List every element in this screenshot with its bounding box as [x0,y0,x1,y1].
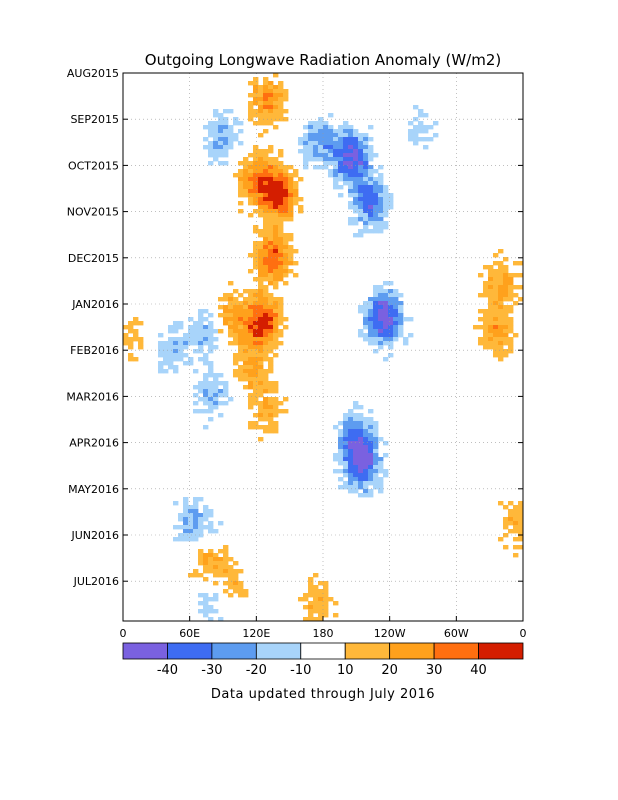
y-tick-label: MAY2016 [68,483,119,496]
footer-note: Data updated through July 2016 [211,687,435,702]
y-tick-label: JAN2016 [71,298,119,311]
heatmap-field [123,73,523,621]
colorbar-swatch [122,642,168,660]
colorbar-swatch [255,642,302,660]
colorbar-swatch [389,642,435,660]
y-tick-label: APR2016 [69,437,119,450]
y-tick-label: AUG2015 [67,67,119,80]
y-tick-label: MAR2016 [66,390,119,403]
y-tick-label: FEB2016 [70,344,119,357]
chart-title: Outgoing Longwave Radiation Anomaly (W/m… [145,51,501,69]
colorbar-label: 10 [337,663,354,678]
y-tick-label: OCT2015 [68,159,119,172]
y-tick-label: NOV2015 [67,206,119,219]
x-tick-label: 120W [374,627,406,640]
colorbar-label: -30 [201,663,222,678]
x-tick-label: 180 [313,627,334,640]
colorbar-label: 30 [426,663,443,678]
y-tick-label: SEP2015 [70,113,119,126]
y-tick-label: JUN2016 [70,529,119,542]
colorbar-label: -40 [157,663,178,678]
colorbar-label: -20 [246,663,267,678]
colorbar-label: -10 [290,663,311,678]
colorbar-label: 20 [381,663,398,678]
colorbar-swatch [167,642,213,660]
x-tick-label: 60E [179,627,200,640]
colorbar-swatch [344,642,391,660]
grid-lines [123,73,523,621]
x-axis: 0 60E 120E 180 120W 60W 0 [120,616,527,640]
x-tick-label: 60W [444,627,469,640]
y-tick-label: DEC2015 [68,252,119,265]
x-tick-label: 0 [520,627,527,640]
colorbar-labels: -40 -30 -20 -10 10 20 30 40 [157,663,487,678]
colorbar-swatch [478,642,524,660]
y-tick-label: JUL2016 [73,575,119,588]
colorbar-swatch [300,642,346,660]
colorbar-swatch [433,642,479,660]
y-axis: AUG2015 SEP2015 OCT2015 NOV2015 DEC2015 JAN20… [66,67,523,588]
colorbar-swatch [211,642,257,660]
colorbar-label: 40 [470,663,487,678]
colorbar [122,642,524,660]
x-tick-label: 0 [120,627,127,640]
x-tick-label: 120E [242,627,270,640]
